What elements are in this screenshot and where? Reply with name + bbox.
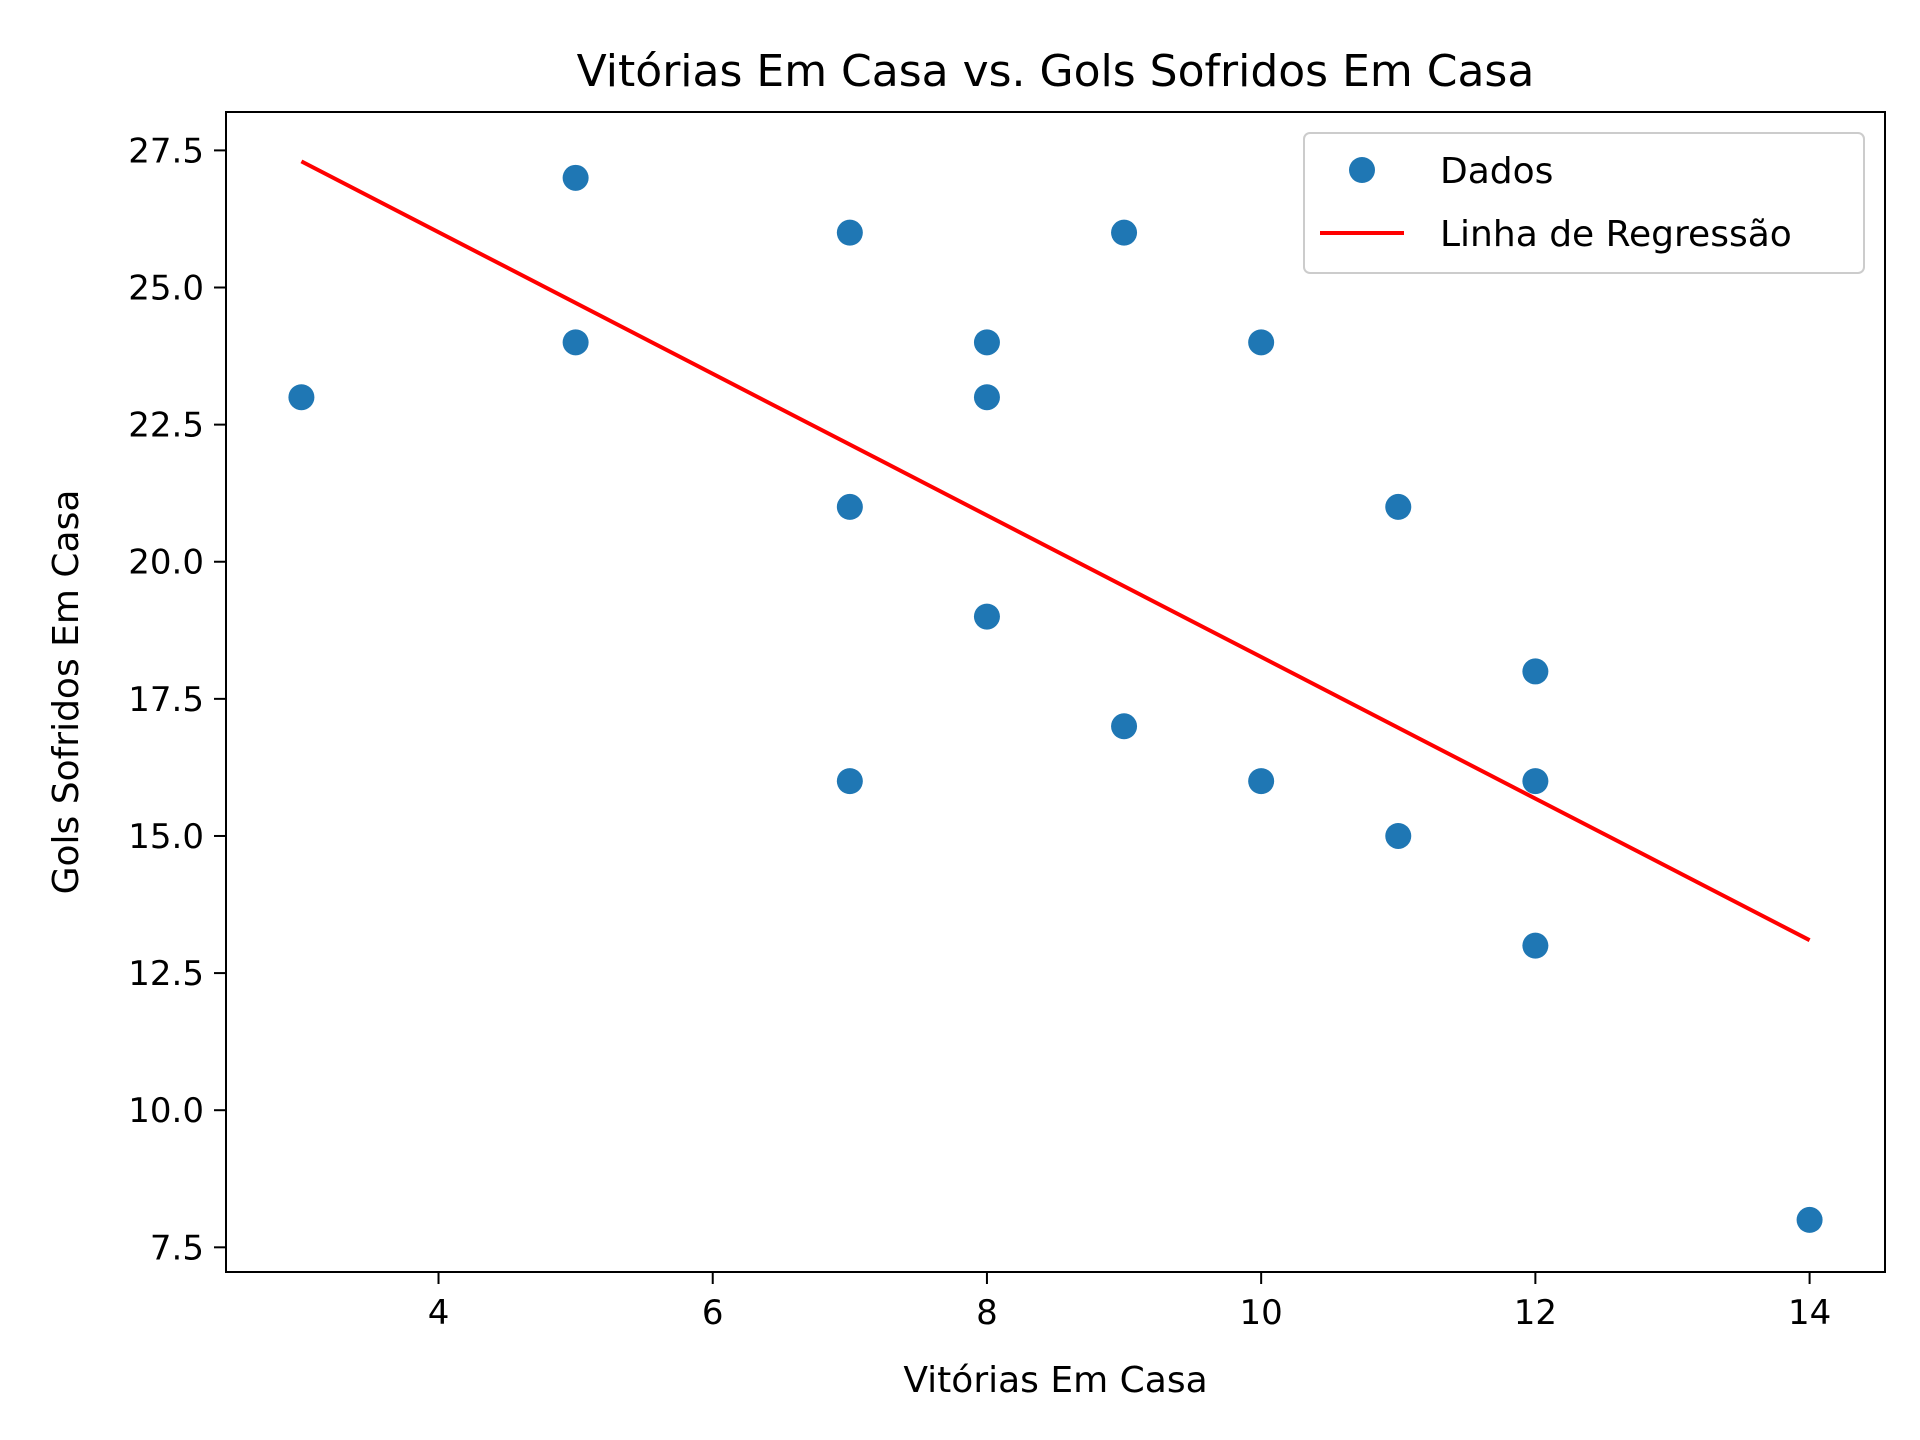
y-tick-label: 20.0 [128, 543, 204, 583]
regression-layer [300, 159, 1811, 942]
y-tick-label: 15.0 [128, 817, 204, 857]
y-tick-label: 27.5 [128, 131, 204, 171]
data-point [1796, 1206, 1823, 1233]
x-axis: 4 6 8 10 12 14 [428, 1272, 1831, 1333]
y-tick-label: 10.0 [128, 1091, 204, 1131]
data-point [973, 603, 1000, 630]
data-point [1385, 493, 1412, 520]
regression-line [300, 159, 1811, 942]
y-tick-label: 12.5 [128, 954, 204, 994]
y-tick-label: 7.5 [150, 1228, 204, 1268]
x-tick-label: 6 [702, 1293, 724, 1333]
x-tick-label: 14 [1788, 1293, 1831, 1333]
y-axis-label: Gols Sofridos Em Casa [46, 490, 87, 895]
data-point [1522, 768, 1549, 795]
data-point [973, 384, 1000, 411]
y-tick-label: 25.0 [128, 269, 204, 309]
data-point [1248, 768, 1275, 795]
data-point [1111, 219, 1138, 246]
data-point [562, 164, 589, 191]
x-tick-label: 4 [428, 1293, 450, 1333]
data-point [836, 493, 863, 520]
legend-label-dados: Dados [1440, 151, 1553, 192]
data-point [562, 329, 589, 356]
data-point [288, 384, 315, 411]
y-axis: 7.5 10.0 12.5 15.0 17.5 20.0 22.5 25.0 27.5 [128, 131, 226, 1268]
plot-area [225, 111, 1886, 1273]
plot-frame [225, 111, 1886, 1273]
points-layer [288, 164, 1823, 1233]
x-axis-label: Vitórias Em Casa [903, 1360, 1207, 1401]
chart-title: Vitórias Em Casa vs. Gols Sofridos Em Ca… [577, 46, 1535, 97]
legend-box [1303, 132, 1865, 274]
data-point [973, 329, 1000, 356]
y-tick-label: 22.5 [128, 406, 204, 446]
legend-marker-dados [1349, 157, 1375, 183]
x-tick-label: 10 [1240, 1293, 1283, 1333]
data-point [1522, 932, 1549, 959]
y-tick-label: 17.5 [128, 680, 204, 720]
legend-label-regressao: Linha de Regressão [1440, 214, 1792, 255]
data-point [836, 768, 863, 795]
data-point [1248, 329, 1275, 356]
data-point [1385, 822, 1412, 849]
legend: Dados Linha de Regressão [1303, 132, 1865, 274]
data-point [836, 219, 863, 246]
x-tick-label: 8 [976, 1293, 998, 1333]
x-tick-label: 12 [1514, 1293, 1557, 1333]
data-point [1111, 713, 1138, 740]
data-point [1522, 658, 1549, 685]
